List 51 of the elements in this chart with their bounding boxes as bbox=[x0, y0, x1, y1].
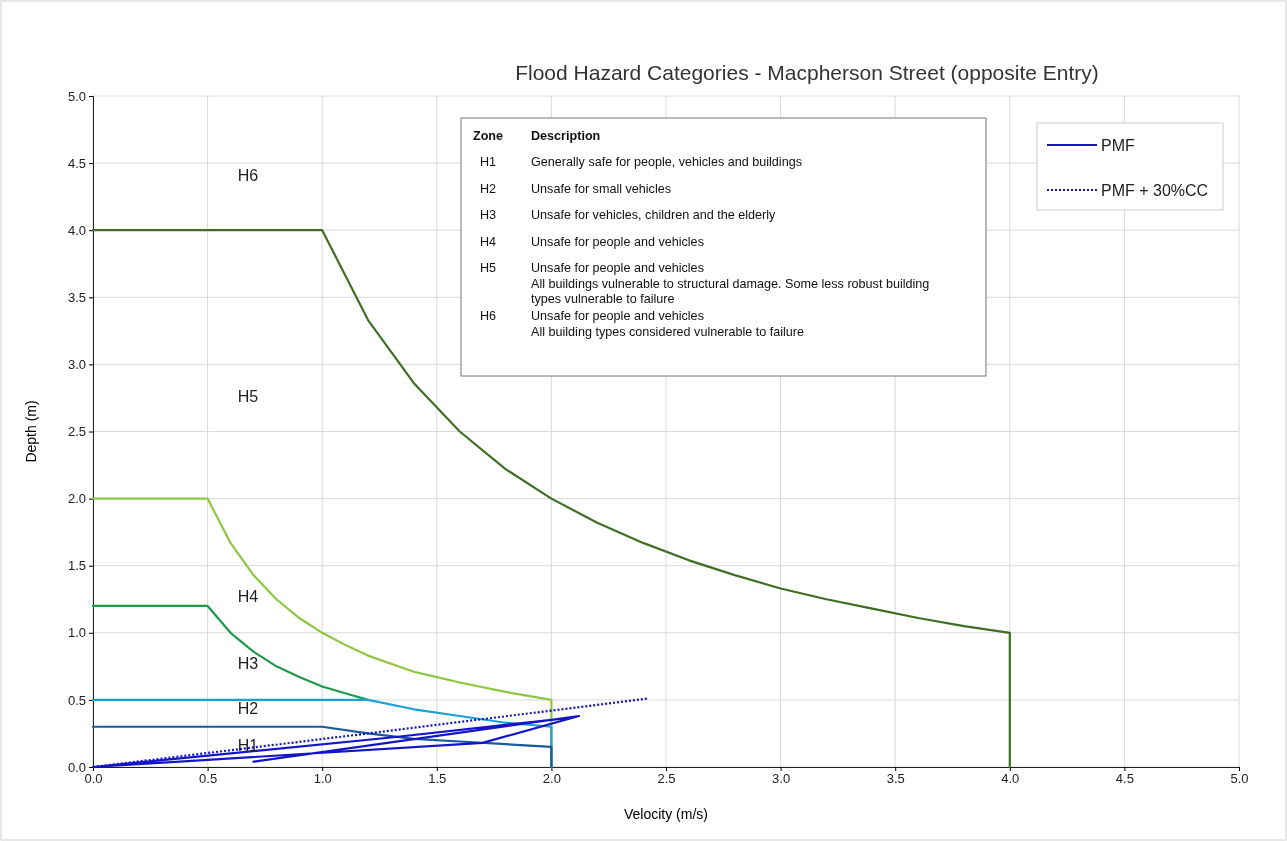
y-tick-label: 4.5 bbox=[67, 155, 86, 171]
x-tick-label: 2.0 bbox=[542, 771, 561, 787]
y-axis-title: Depth (m) bbox=[23, 400, 39, 463]
annotation: H6 bbox=[479, 308, 497, 323]
annotation: Unsafe for people and vehicles bbox=[531, 261, 704, 275]
legend-label: PMF bbox=[1101, 137, 1135, 154]
annotation: Unsafe for vehicles, children and the elderly bbox=[531, 208, 777, 223]
annotation: H2 bbox=[237, 700, 259, 718]
annotation: All building types considered vulnerable to failure bbox=[531, 324, 805, 339]
annotation: H5 bbox=[237, 388, 259, 406]
annotation: H4 bbox=[237, 588, 259, 606]
annotation: Zone bbox=[472, 129, 504, 143]
y-tick-label: 4.0 bbox=[67, 222, 86, 238]
x-tick-label: 0.0 bbox=[84, 771, 103, 787]
y-tick-label: 3.0 bbox=[67, 357, 86, 373]
x-tick-label: 3.0 bbox=[772, 771, 791, 787]
y-tick-label: 1.5 bbox=[67, 558, 86, 574]
legend-label: PMF + 30%CC bbox=[1101, 182, 1209, 199]
line-series bbox=[91, 604, 370, 701]
annotation: H2 bbox=[479, 181, 497, 196]
annotation: All buildings vulnerable to structural damage. Some less robust building types vulnerable to failure bbox=[531, 276, 930, 307]
annotation: H6 bbox=[237, 167, 259, 185]
annotation: H1 bbox=[479, 155, 497, 170]
y-tick-label: 3.5 bbox=[67, 289, 86, 305]
x-tick-label: 1.5 bbox=[428, 771, 447, 787]
annotation: H5 bbox=[479, 261, 497, 275]
annotation: H3 bbox=[479, 208, 497, 223]
y-tick-label: 0.0 bbox=[67, 759, 86, 775]
chart-title: Flood Hazard Categories - Macpherson Street (opposite Entry) bbox=[515, 61, 1099, 84]
line-series bbox=[91, 725, 553, 769]
x-tick-label: 5.0 bbox=[1230, 771, 1249, 787]
x-tick-label: 1.0 bbox=[313, 771, 332, 787]
x-tick-label: 4.0 bbox=[1001, 771, 1020, 787]
annotation: Description bbox=[531, 129, 601, 143]
annotation: Generally safe for people, vehicles and buildings bbox=[531, 155, 802, 170]
line-series bbox=[91, 229, 1011, 769]
x-tick-label: 3.5 bbox=[886, 771, 905, 787]
y-tick-label: 1.0 bbox=[67, 625, 86, 641]
annotation: H4 bbox=[479, 234, 497, 249]
y-tick-label: 2.0 bbox=[67, 491, 86, 507]
annotation: Unsafe for people and vehicles bbox=[531, 234, 704, 249]
x-tick-label: 4.5 bbox=[1115, 771, 1134, 787]
y-tick-label: 0.5 bbox=[67, 692, 86, 708]
annotation: Unsafe for small vehicles bbox=[531, 181, 671, 196]
x-tick-label: 2.5 bbox=[657, 771, 676, 787]
annotation: H3 bbox=[237, 655, 259, 673]
x-tick-label: 0.5 bbox=[199, 771, 218, 787]
annotation: Unsafe for people and vehicles bbox=[531, 308, 704, 323]
x-axis-title: Velocity (m/s) bbox=[623, 806, 709, 822]
y-tick-label: 5.0 bbox=[67, 88, 86, 104]
y-tick-label: 2.5 bbox=[67, 424, 86, 440]
